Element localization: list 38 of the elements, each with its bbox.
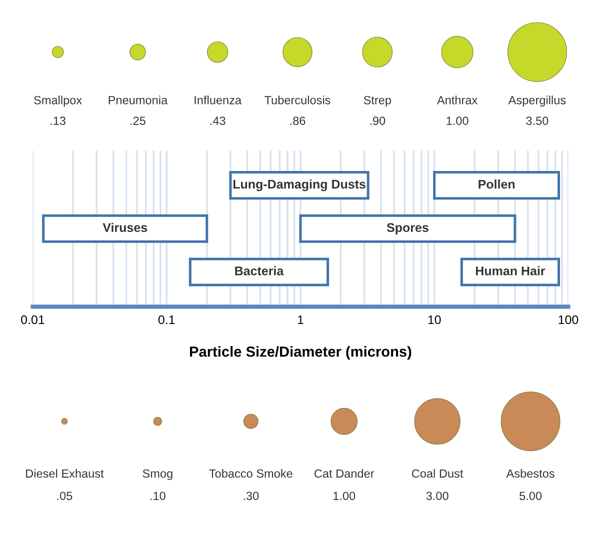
data-label: .13 (50, 116, 66, 125)
data-label: 3.50 (526, 116, 548, 125)
series-label: Viruses (102, 222, 148, 232)
category-label: Pneumonia (108, 96, 168, 104)
data-label: .90 (370, 116, 386, 125)
data-label: .86 (290, 116, 306, 125)
data-label: 1.00 (334, 492, 356, 500)
x-tick-label: 100 (558, 315, 578, 324)
data-label: 1.00 (446, 116, 468, 125)
category-label: Strep (364, 96, 392, 107)
data-label: 5.00 (520, 492, 542, 500)
category-label: Diesel Exhaust (26, 469, 104, 478)
x-tick-label: 10 (428, 315, 441, 324)
data-label: .05 (57, 492, 72, 500)
series-label: Lung-Damaging Dusts (233, 179, 366, 192)
series-label: Spores (386, 223, 428, 234)
series-label: Pollen (478, 179, 515, 189)
category-label: Asbestos (506, 469, 554, 478)
data-label: .30 (244, 492, 259, 500)
category-label: Smog (142, 469, 172, 480)
x-tick-label: 0.1 (158, 315, 175, 324)
x-tick-label: 0.01 (21, 315, 44, 324)
category-label: Cat Dander (314, 469, 374, 478)
category-label: Aspergillus (508, 96, 566, 107)
x-tick-label: 1 (298, 315, 304, 324)
data-label: .10 (150, 492, 166, 500)
data-label: .25 (130, 116, 146, 125)
data-label: 3.00 (426, 492, 448, 500)
category-label: Tobacco Smoke (209, 469, 292, 478)
data-label: .43 (210, 116, 226, 125)
x-axis-title: Particle Size/Diameter (microns) (190, 346, 412, 360)
category-label: Coal Dust (412, 469, 464, 478)
series-label: Bacteria (235, 266, 284, 276)
series-label: Human Hair (476, 266, 546, 276)
category-label: Influenza (194, 96, 242, 104)
category-label: Smallpox (34, 96, 82, 107)
category-label: Anthrax (436, 96, 478, 104)
category-label: Tuberculosis (264, 96, 330, 104)
